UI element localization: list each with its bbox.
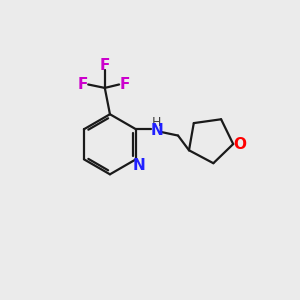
Text: F: F (120, 77, 130, 92)
Text: F: F (77, 77, 88, 92)
Text: N: N (133, 158, 146, 172)
Text: H: H (152, 116, 161, 130)
Text: F: F (100, 58, 110, 73)
Text: N: N (150, 123, 163, 138)
Text: O: O (233, 136, 246, 152)
